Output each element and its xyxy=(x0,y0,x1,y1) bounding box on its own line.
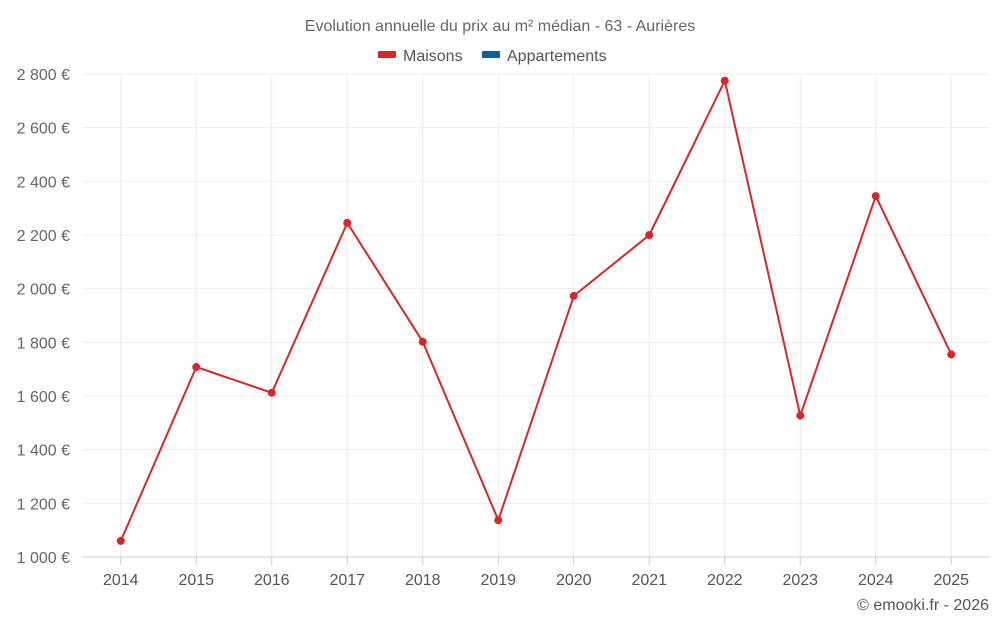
y-tick-label: 2 800 € xyxy=(17,67,70,84)
x-tick-label: 2014 xyxy=(103,572,139,589)
x-tick-label: 2022 xyxy=(707,572,743,589)
x-tick-label: 2024 xyxy=(858,572,894,589)
data-point-maisons[interactable] xyxy=(720,76,729,85)
chart-title: Evolution annuelle du prix au m² médian … xyxy=(305,18,695,35)
credit-text: © emooki.fr - 2026 xyxy=(857,597,989,614)
x-tick-label: 2021 xyxy=(631,572,667,589)
y-tick-label: 2 600 € xyxy=(17,121,70,138)
y-axis: 1 000 € 1 200 € 1 400 € 1 600 € 1 800 € 2 000… xyxy=(17,67,70,567)
y-tick-label: 2 400 € xyxy=(17,174,70,191)
x-tick-label: 2016 xyxy=(254,572,290,589)
x-tick-label: 2020 xyxy=(556,572,592,589)
series-layer xyxy=(116,76,956,545)
y-tick-label: 1 800 € xyxy=(17,335,70,352)
data-point-maisons[interactable] xyxy=(569,291,578,300)
data-point-maisons[interactable] xyxy=(116,536,125,545)
x-tick-label: 2023 xyxy=(782,572,818,589)
x-axis: 2014 2015 2016 2017 2018 2019 2020 2021 2022 2023… xyxy=(83,556,989,589)
series-line-maisons xyxy=(119,79,953,542)
data-point-maisons[interactable] xyxy=(947,350,956,359)
legend-label-maisons[interactable]: Maisons xyxy=(403,48,463,65)
data-point-maisons[interactable] xyxy=(871,192,880,201)
y-tick-label: 1 200 € xyxy=(17,496,70,513)
x-tick-label: 2025 xyxy=(933,572,969,589)
data-point-maisons[interactable] xyxy=(267,388,276,397)
y-tick-label: 2 200 € xyxy=(17,228,70,245)
x-tick-label: 2017 xyxy=(329,572,365,589)
legend-swatch-appartements[interactable] xyxy=(482,51,500,58)
data-point-maisons[interactable] xyxy=(192,363,201,372)
x-tick-label: 2015 xyxy=(178,572,214,589)
chart-legend: Maisons Appartements xyxy=(378,48,607,65)
x-tick-label: 2018 xyxy=(405,572,441,589)
data-point-maisons[interactable] xyxy=(343,218,352,227)
data-point-maisons[interactable] xyxy=(418,337,427,346)
y-tick-label: 2 000 € xyxy=(17,282,70,299)
legend-label-appartements[interactable]: Appartements xyxy=(507,48,607,65)
data-point-maisons[interactable] xyxy=(494,516,503,525)
grid-lines xyxy=(83,73,989,558)
y-tick-label: 1 400 € xyxy=(17,443,70,460)
data-point-maisons[interactable] xyxy=(796,411,805,420)
data-point-maisons[interactable] xyxy=(645,231,654,239)
y-tick-label: 1 000 € xyxy=(17,550,70,567)
x-tick-label: 2019 xyxy=(480,572,516,589)
y-tick-label: 1 600 € xyxy=(17,389,70,406)
legend-swatch-maisons[interactable] xyxy=(378,51,396,58)
